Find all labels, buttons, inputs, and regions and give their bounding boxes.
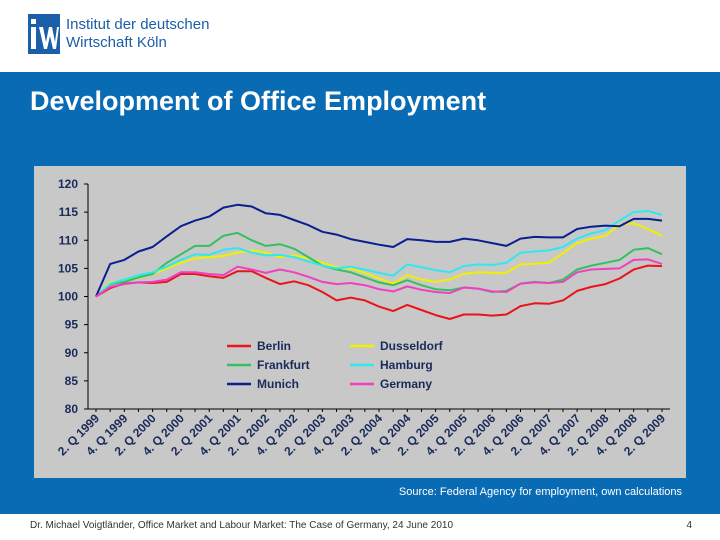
series-line-germany	[95, 258, 663, 298]
y-tick-label: 90	[65, 346, 79, 360]
series-line-berlin	[95, 264, 663, 320]
source-note: Source: Federal Agency for employment, o…	[398, 486, 682, 498]
institute-name: Institut der deutschen Wirtschaft Köln	[66, 16, 209, 52]
logo-line-2: Wirtschaft Köln	[66, 34, 167, 51]
series-line-munich	[95, 203, 663, 297]
legend-label-frankfurt: Frankfurt	[257, 358, 310, 372]
legend-label-hamburg: Hamburg	[380, 358, 433, 372]
y-tick-label: 105	[58, 261, 78, 275]
y-tick-label: 80	[65, 402, 79, 416]
iw-logo-icon	[28, 14, 60, 54]
footer-text: Dr. Michael Voigtländer, Office Market a…	[30, 520, 454, 531]
y-tick-label: 115	[59, 205, 79, 219]
series-line-dusseldorf	[95, 222, 663, 298]
y-tick-label: 95	[65, 318, 79, 332]
chart-panel: 80 85 90 95 100 105 110 115 120 2. Q 1999 4. Q 199…	[34, 166, 686, 478]
slide-title: Development of Office Employment	[30, 86, 487, 116]
y-tick-label: 85	[65, 374, 79, 388]
footer-bar	[0, 514, 720, 540]
y-tick-label: 100	[58, 290, 78, 304]
legend-label-berlin: Berlin	[257, 339, 291, 353]
y-tick-label: 120	[58, 177, 78, 191]
legend-label-dusseldorf: Dusseldorf	[380, 339, 444, 353]
page-number: 4	[686, 520, 692, 531]
header-bar: Institut der deutschen Wirtschaft Köln	[0, 0, 720, 72]
y-tick-label: 110	[59, 233, 79, 247]
legend-label-munich: Munich	[257, 377, 299, 391]
logo-line-1: Institut der deutschen	[66, 16, 210, 33]
series-line-hamburg	[95, 210, 663, 298]
legend-label-germany: Germany	[380, 377, 432, 391]
series-line-frankfurt	[95, 231, 663, 298]
